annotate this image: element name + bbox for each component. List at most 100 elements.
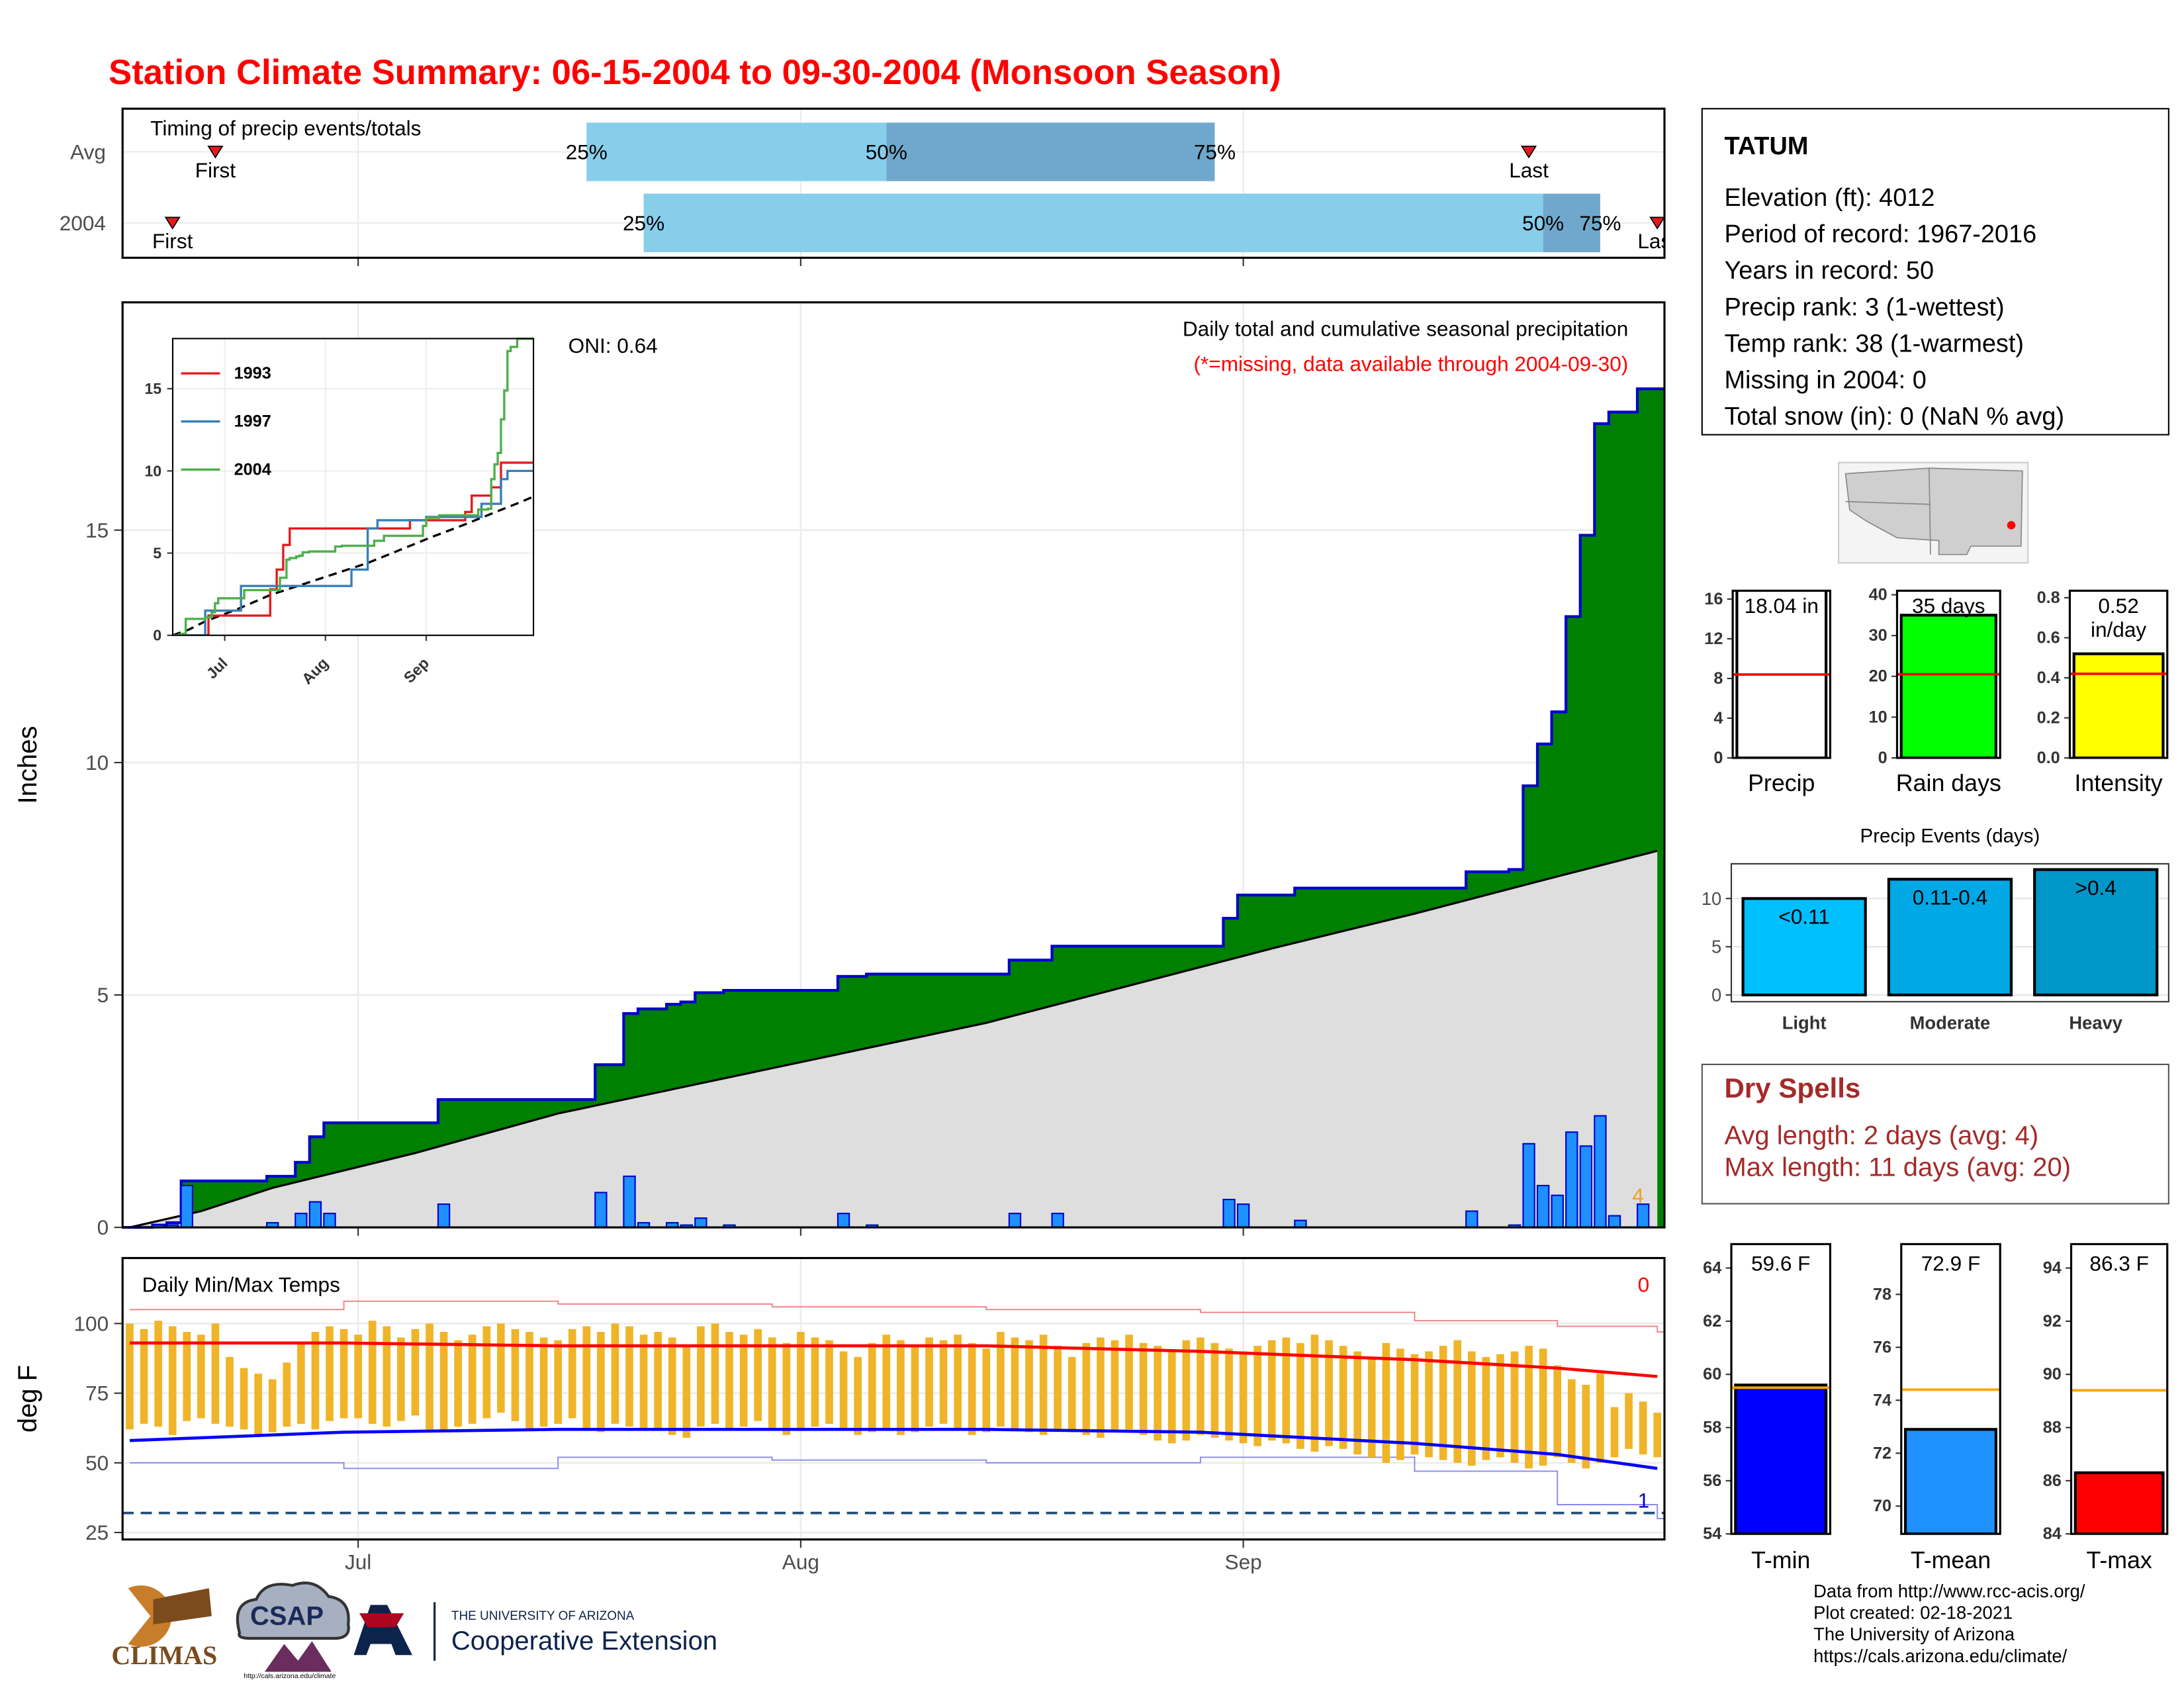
y-tick-label: 86 <box>2043 1472 2062 1490</box>
x-tick-label: Moderate <box>1910 1012 1991 1033</box>
daily-temp-bar <box>1396 1348 1404 1460</box>
mini-bar-clip <box>1731 1383 1831 1534</box>
daily-temp-bar <box>340 1329 348 1419</box>
quantile-bar <box>1543 193 1600 252</box>
daily-temp-bar <box>1282 1337 1291 1444</box>
daily-temp-bar <box>997 1332 1005 1427</box>
daily-temp-bar <box>982 1348 991 1432</box>
daily-temp-bar <box>668 1337 676 1435</box>
quantile-label: 50% <box>1522 211 1564 235</box>
y-tick-label: 0.4 <box>2037 669 2060 687</box>
daily-temp-bar <box>354 1335 362 1419</box>
chart-title: Daily Min/Max Temps <box>142 1272 340 1296</box>
x-tick-label: Aug <box>782 1550 819 1573</box>
avg-line <box>172 495 534 635</box>
series-line <box>172 469 534 635</box>
inset-bg <box>172 338 534 635</box>
daily-bar <box>308 1201 322 1229</box>
y-tick-label: 30 <box>1869 626 1888 645</box>
value-label-box: 18.04 in <box>1745 595 1819 619</box>
value-label-box: 0.52 in/day <box>2091 595 2146 643</box>
page-title: Station Climate Summary: 06-15-2004 to 0… <box>109 53 1281 92</box>
daily-temp-bar <box>1596 1374 1604 1463</box>
plot-border <box>121 1256 1666 1541</box>
value-label-box: 86.3 F <box>2089 1252 2149 1276</box>
y-tick-label: 0.6 <box>2037 628 2060 647</box>
y-tick-label: 5 <box>153 545 161 562</box>
daily-bar <box>1608 1215 1621 1229</box>
daily-temp-bar <box>768 1337 776 1430</box>
y-tick-label: 62 <box>1703 1312 1721 1331</box>
daily-bar <box>1551 1194 1564 1229</box>
quantile-label: 75% <box>1579 211 1621 235</box>
y-tick-label: 94 <box>2043 1259 2062 1278</box>
daily-bar <box>1051 1213 1064 1229</box>
daily-temp-bar <box>140 1329 148 1424</box>
footer-text: The University of Arizona <box>1813 1624 2015 1644</box>
y-tick-label: 0 <box>1878 749 1888 767</box>
event-label: Last <box>1637 229 1677 253</box>
value-label: 86.3 F <box>2089 1252 2149 1276</box>
daily-temp-bar <box>1639 1401 1647 1455</box>
mini-bar-clip <box>1901 1388 2001 1534</box>
timing-border <box>121 107 1666 259</box>
mini-bar <box>1903 1428 1997 1534</box>
mini-border <box>1731 589 1832 759</box>
daily-temp-bar <box>1111 1340 1119 1432</box>
daily-temp-bar <box>1125 1335 1133 1430</box>
daily-bar <box>594 1192 608 1229</box>
daily-temp-bar <box>1439 1346 1447 1460</box>
y-tick-label: 10 <box>144 462 161 479</box>
daily-temp-bar <box>1225 1348 1233 1441</box>
daily-temp-bar <box>754 1329 762 1421</box>
daily-temp-bar <box>283 1362 291 1427</box>
daily-temp-bar <box>497 1323 505 1413</box>
x-tick-label: Light <box>1782 1012 1827 1033</box>
plot-border <box>121 301 1666 1229</box>
daily-temp-bar <box>1253 1346 1262 1446</box>
hot-count: 0 <box>1638 1272 1650 1296</box>
chart-title: Daily total and cumulative seasonal prec… <box>1183 317 1628 341</box>
daily-bar <box>295 1213 308 1229</box>
daily-temp-bar <box>183 1332 191 1421</box>
daily-bar <box>1236 1203 1250 1229</box>
daily-temp-bar <box>954 1335 962 1430</box>
y-tick-label: 72 <box>1873 1444 1891 1462</box>
map-border <box>1845 468 1931 555</box>
timing-rows: 25% 50% 75% First Last 25% 50% 75% First Last <box>122 122 1677 253</box>
daily-temp-bar <box>1339 1346 1347 1449</box>
daily-temp-bar <box>1382 1342 1390 1463</box>
daily-bar <box>1522 1143 1535 1229</box>
event-marker <box>164 216 181 230</box>
daily-temp-bar <box>554 1340 562 1424</box>
mini-bar-clip <box>2071 1389 2167 1534</box>
daily-temp-bar <box>397 1337 405 1421</box>
daily-temp-bar <box>839 1351 848 1430</box>
daily-bar <box>323 1213 336 1229</box>
avg-max-line <box>129 1341 1658 1378</box>
daily-temp-bar <box>368 1321 377 1424</box>
daily-temp-bar <box>126 1323 134 1430</box>
csap-mountain <box>264 1641 332 1672</box>
daily-temp-bar <box>825 1340 833 1424</box>
daily-bar <box>180 1184 193 1229</box>
mini-bar-clip <box>2070 652 2167 758</box>
station-info: Precip rank: 3 (1-wettest) <box>1724 293 2004 321</box>
plot-bg <box>122 1258 1664 1540</box>
daily-temp-bar <box>1453 1340 1462 1463</box>
event-marker <box>207 146 224 159</box>
daily-temp-bar <box>240 1368 248 1430</box>
station-info: Period of record: 1967-2016 <box>1724 220 2036 248</box>
bar-label: 0.11-0.4 <box>1913 886 1987 910</box>
y-tick-label: 0 <box>1713 749 1723 767</box>
mini-border <box>1895 589 2001 759</box>
daily-bar <box>1008 1213 1022 1229</box>
daily-temp-bar <box>197 1335 205 1419</box>
y-axis-label: Inches <box>13 726 42 804</box>
plot-border <box>1730 863 2169 1003</box>
daily-temp-bar <box>1082 1342 1091 1435</box>
quantile-label: 25% <box>566 140 608 164</box>
y-tick-label: 0.2 <box>2037 708 2060 727</box>
daily-temp-bar <box>797 1332 805 1430</box>
bar <box>1887 878 2013 997</box>
